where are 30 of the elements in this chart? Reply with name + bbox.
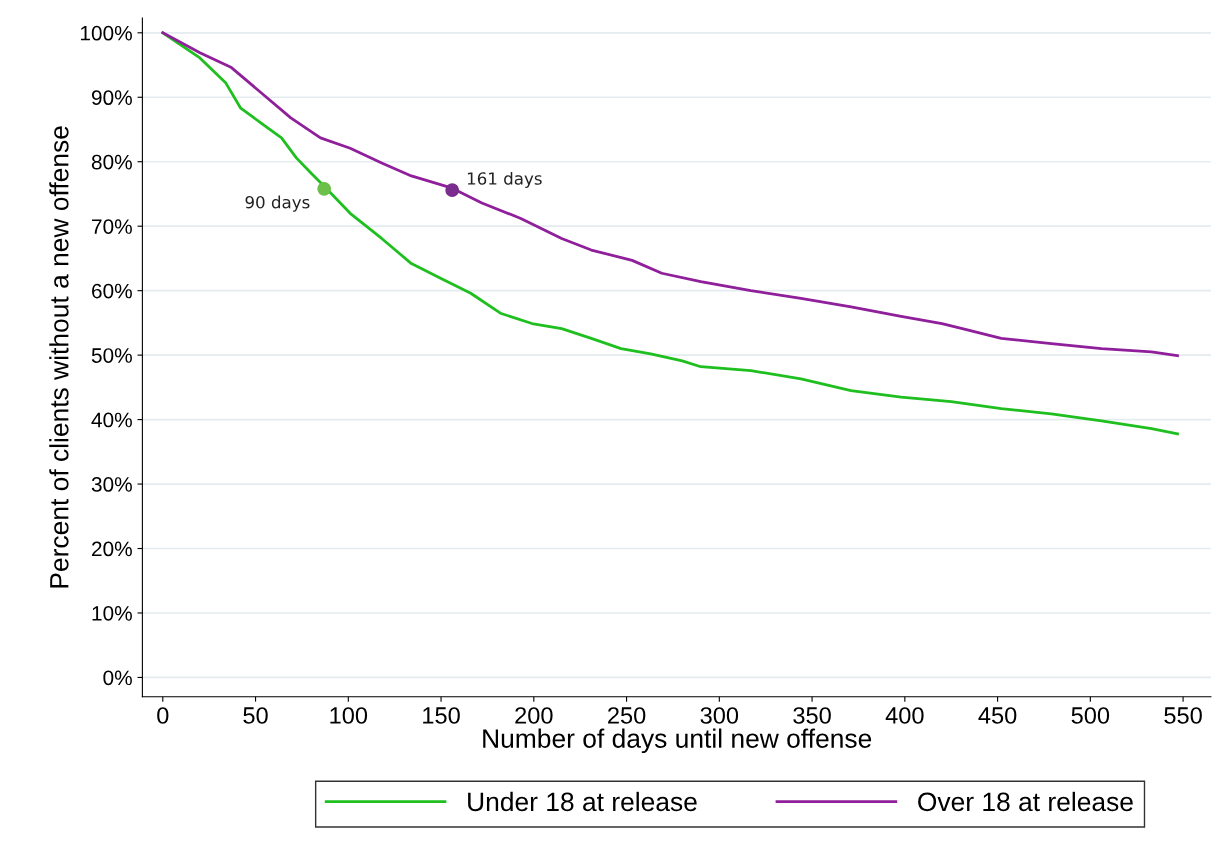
x-tick-label: 350 <box>793 707 831 724</box>
x-tick-label: 0 <box>157 707 169 724</box>
y-tick-label: 20% <box>92 541 132 557</box>
x-axis-title: Number of days until new offense <box>483 728 872 754</box>
y-tick-label: 60% <box>92 283 132 299</box>
x-tick-label: 250 <box>608 707 646 724</box>
y-axis-title: Percent of clients without a new offense <box>49 126 69 588</box>
y-tick-label: 10% <box>92 605 132 621</box>
x-tick-label: 300 <box>700 707 739 724</box>
x-tick-label: 150 <box>423 707 460 724</box>
x-tick-label: 50 <box>243 707 268 724</box>
line-series <box>161 31 1179 358</box>
y-tick-label: 70% <box>92 219 132 234</box>
y-tick-label: 40% <box>91 412 132 428</box>
legend-label: Under 18 at release <box>468 791 697 812</box>
x-tick-label: 500 <box>1071 707 1110 724</box>
y-tick-label: 0% <box>103 670 132 686</box>
x-tick-label: 450 <box>978 707 1017 724</box>
y-tick-label: 90% <box>91 90 132 106</box>
annotation: 161 days <box>467 171 542 189</box>
x-tick-label: 100 <box>330 707 368 724</box>
y-tick-label: 50% <box>91 348 132 363</box>
y-tick-label: 80% <box>91 154 132 170</box>
y-tick-label: 30% <box>91 477 132 492</box>
x-tick-label: 550 <box>1164 707 1202 724</box>
legend-label: Over 18 at release <box>918 791 1133 812</box>
annotation: 90 days <box>245 195 310 212</box>
x-tick-label: 200 <box>515 707 553 724</box>
y-tick-label: 100% <box>80 25 132 41</box>
x-tick-label: 400 <box>885 707 924 724</box>
